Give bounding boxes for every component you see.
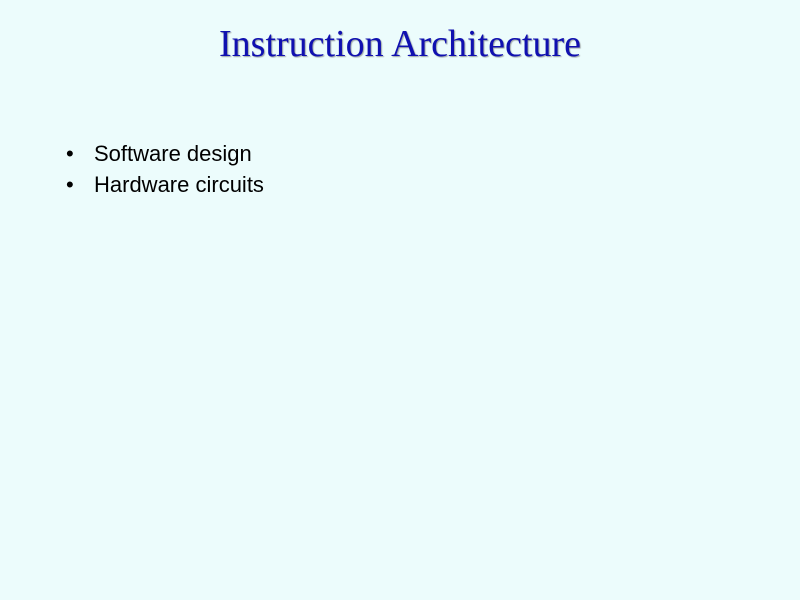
bullet-item: Software design [66, 138, 800, 169]
slide-title: Instruction Architecture [0, 22, 800, 66]
bullet-item: Hardware circuits [66, 169, 800, 200]
slide-container: Instruction Architecture Software design… [0, 0, 800, 600]
bullet-list: Software design Hardware circuits [66, 138, 800, 200]
slide-content: Software design Hardware circuits [0, 138, 800, 200]
